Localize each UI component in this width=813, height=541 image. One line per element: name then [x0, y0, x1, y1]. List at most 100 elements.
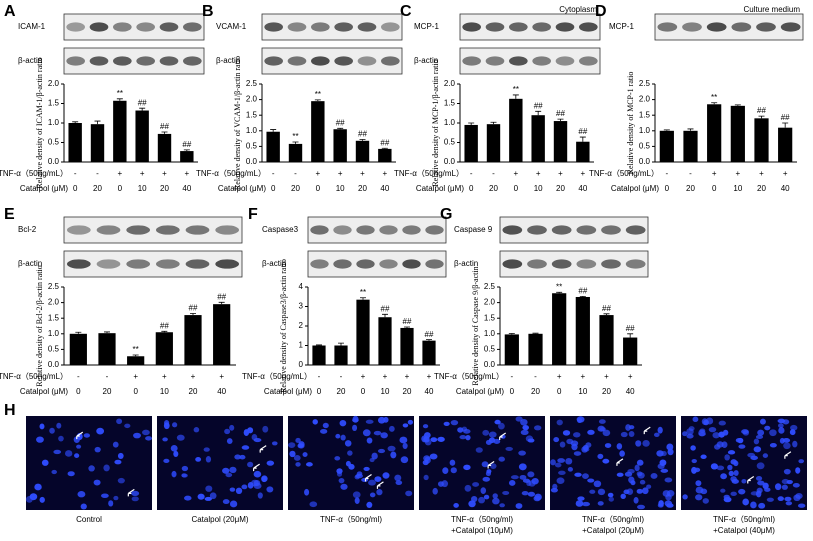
- error-bar: [75, 331, 82, 334]
- nucleus: [792, 440, 798, 448]
- bar: [659, 130, 674, 162]
- catalpol-label: 20: [556, 184, 565, 193]
- error-bar: [382, 313, 388, 318]
- catalpol-label: 20: [93, 184, 102, 193]
- nucleus: [377, 448, 386, 454]
- tnf-label: +: [427, 372, 432, 381]
- bar: [400, 327, 414, 365]
- nucleus: [234, 454, 241, 460]
- error-bar: [490, 121, 497, 125]
- nucleus: [789, 429, 796, 436]
- y-tick-label: 2.0: [639, 95, 651, 104]
- y-tick-label: 0.0: [246, 157, 258, 166]
- blot-band: [66, 22, 85, 32]
- nucleus: [344, 440, 352, 447]
- blot-band: [66, 225, 91, 235]
- nucleus: [567, 467, 574, 472]
- error-bar: [579, 295, 586, 297]
- nucleus: [163, 458, 170, 464]
- blot-band: [555, 22, 575, 32]
- nucleus: [581, 446, 588, 453]
- bar: [730, 105, 745, 162]
- nucleus: [557, 458, 566, 463]
- bar: [486, 124, 501, 162]
- nucleus: [556, 477, 565, 484]
- tnf-label: -: [96, 169, 99, 178]
- nucleus: [778, 427, 785, 434]
- y-tick-label: 0.0: [484, 360, 496, 369]
- nucleus: [402, 423, 409, 428]
- row-label: TNF-α（50ng/mL）: [394, 169, 464, 178]
- nucleus: [797, 503, 806, 508]
- nucleus: [783, 468, 791, 475]
- y-tick-label: 1.5: [639, 110, 651, 119]
- nucleus: [597, 453, 604, 460]
- significance-mark: ##: [160, 122, 169, 131]
- blot-band: [601, 225, 621, 235]
- blot-label: β-actin: [18, 259, 42, 268]
- bar: [683, 130, 698, 162]
- nucleus: [352, 491, 361, 499]
- nucleus: [482, 476, 490, 482]
- nucleus: [266, 460, 275, 466]
- nucleus: [80, 503, 87, 510]
- nucleus: [695, 480, 702, 487]
- nucleus: [205, 455, 212, 463]
- catalpol-label: 0: [76, 387, 81, 396]
- blot-label: ICAM-1: [18, 22, 46, 31]
- y-tick-label: 2.5: [639, 79, 651, 88]
- blot-band: [555, 56, 575, 66]
- catalpol-label: 40: [380, 184, 389, 193]
- nucleus: [750, 491, 759, 496]
- nucleus: [376, 488, 383, 496]
- blot: [63, 13, 205, 41]
- nucleus: [661, 451, 667, 457]
- nucleus: [720, 488, 726, 493]
- nucleus: [222, 499, 230, 505]
- nucleus: [145, 436, 152, 441]
- y-tick-label: 0.5: [444, 138, 456, 147]
- blot-band: [527, 259, 547, 269]
- catalpol-label: 20: [686, 184, 695, 193]
- error-bar: [190, 313, 196, 316]
- blot-band: [89, 56, 109, 66]
- nucleus: [691, 466, 697, 474]
- nucleus: [625, 424, 631, 431]
- nucleus: [485, 439, 492, 445]
- nucleus: [508, 479, 516, 486]
- nucleus: [229, 466, 237, 474]
- nucleus: [498, 422, 505, 430]
- blot: [63, 47, 205, 75]
- nucleus: [593, 480, 602, 488]
- row-label: Catalpol (μM): [20, 387, 69, 396]
- bar: [576, 141, 590, 162]
- nucleus: [430, 437, 438, 443]
- error-bar: [270, 129, 277, 132]
- nucleus: [646, 484, 652, 489]
- nucleus: [432, 487, 438, 495]
- error-bar: [782, 122, 789, 128]
- nucleus: [720, 473, 727, 480]
- nucleus: [499, 503, 505, 508]
- nucleus: [597, 501, 604, 506]
- y-tick-label: 2.0: [484, 298, 496, 307]
- blot-band: [136, 56, 156, 66]
- nucleus: [36, 436, 44, 443]
- nucleus: [755, 434, 764, 439]
- significance-mark: ##: [138, 98, 147, 107]
- nucleus: [271, 441, 278, 446]
- nucleus: [222, 467, 230, 474]
- nucleus: [636, 459, 644, 466]
- blot-band: [508, 56, 528, 66]
- nucleus: [483, 494, 490, 500]
- blot-band: [357, 22, 377, 32]
- panel-letter: H: [4, 402, 16, 419]
- nucleus: [450, 467, 457, 474]
- nucleus: [737, 437, 744, 444]
- bar: [378, 148, 392, 162]
- blot-band: [215, 259, 240, 269]
- micrograph-caption: +Catalpol (20μM): [582, 526, 644, 535]
- blot-band: [126, 259, 151, 269]
- tnf-label: +: [140, 169, 145, 178]
- blot-label: MCP-1: [609, 22, 634, 31]
